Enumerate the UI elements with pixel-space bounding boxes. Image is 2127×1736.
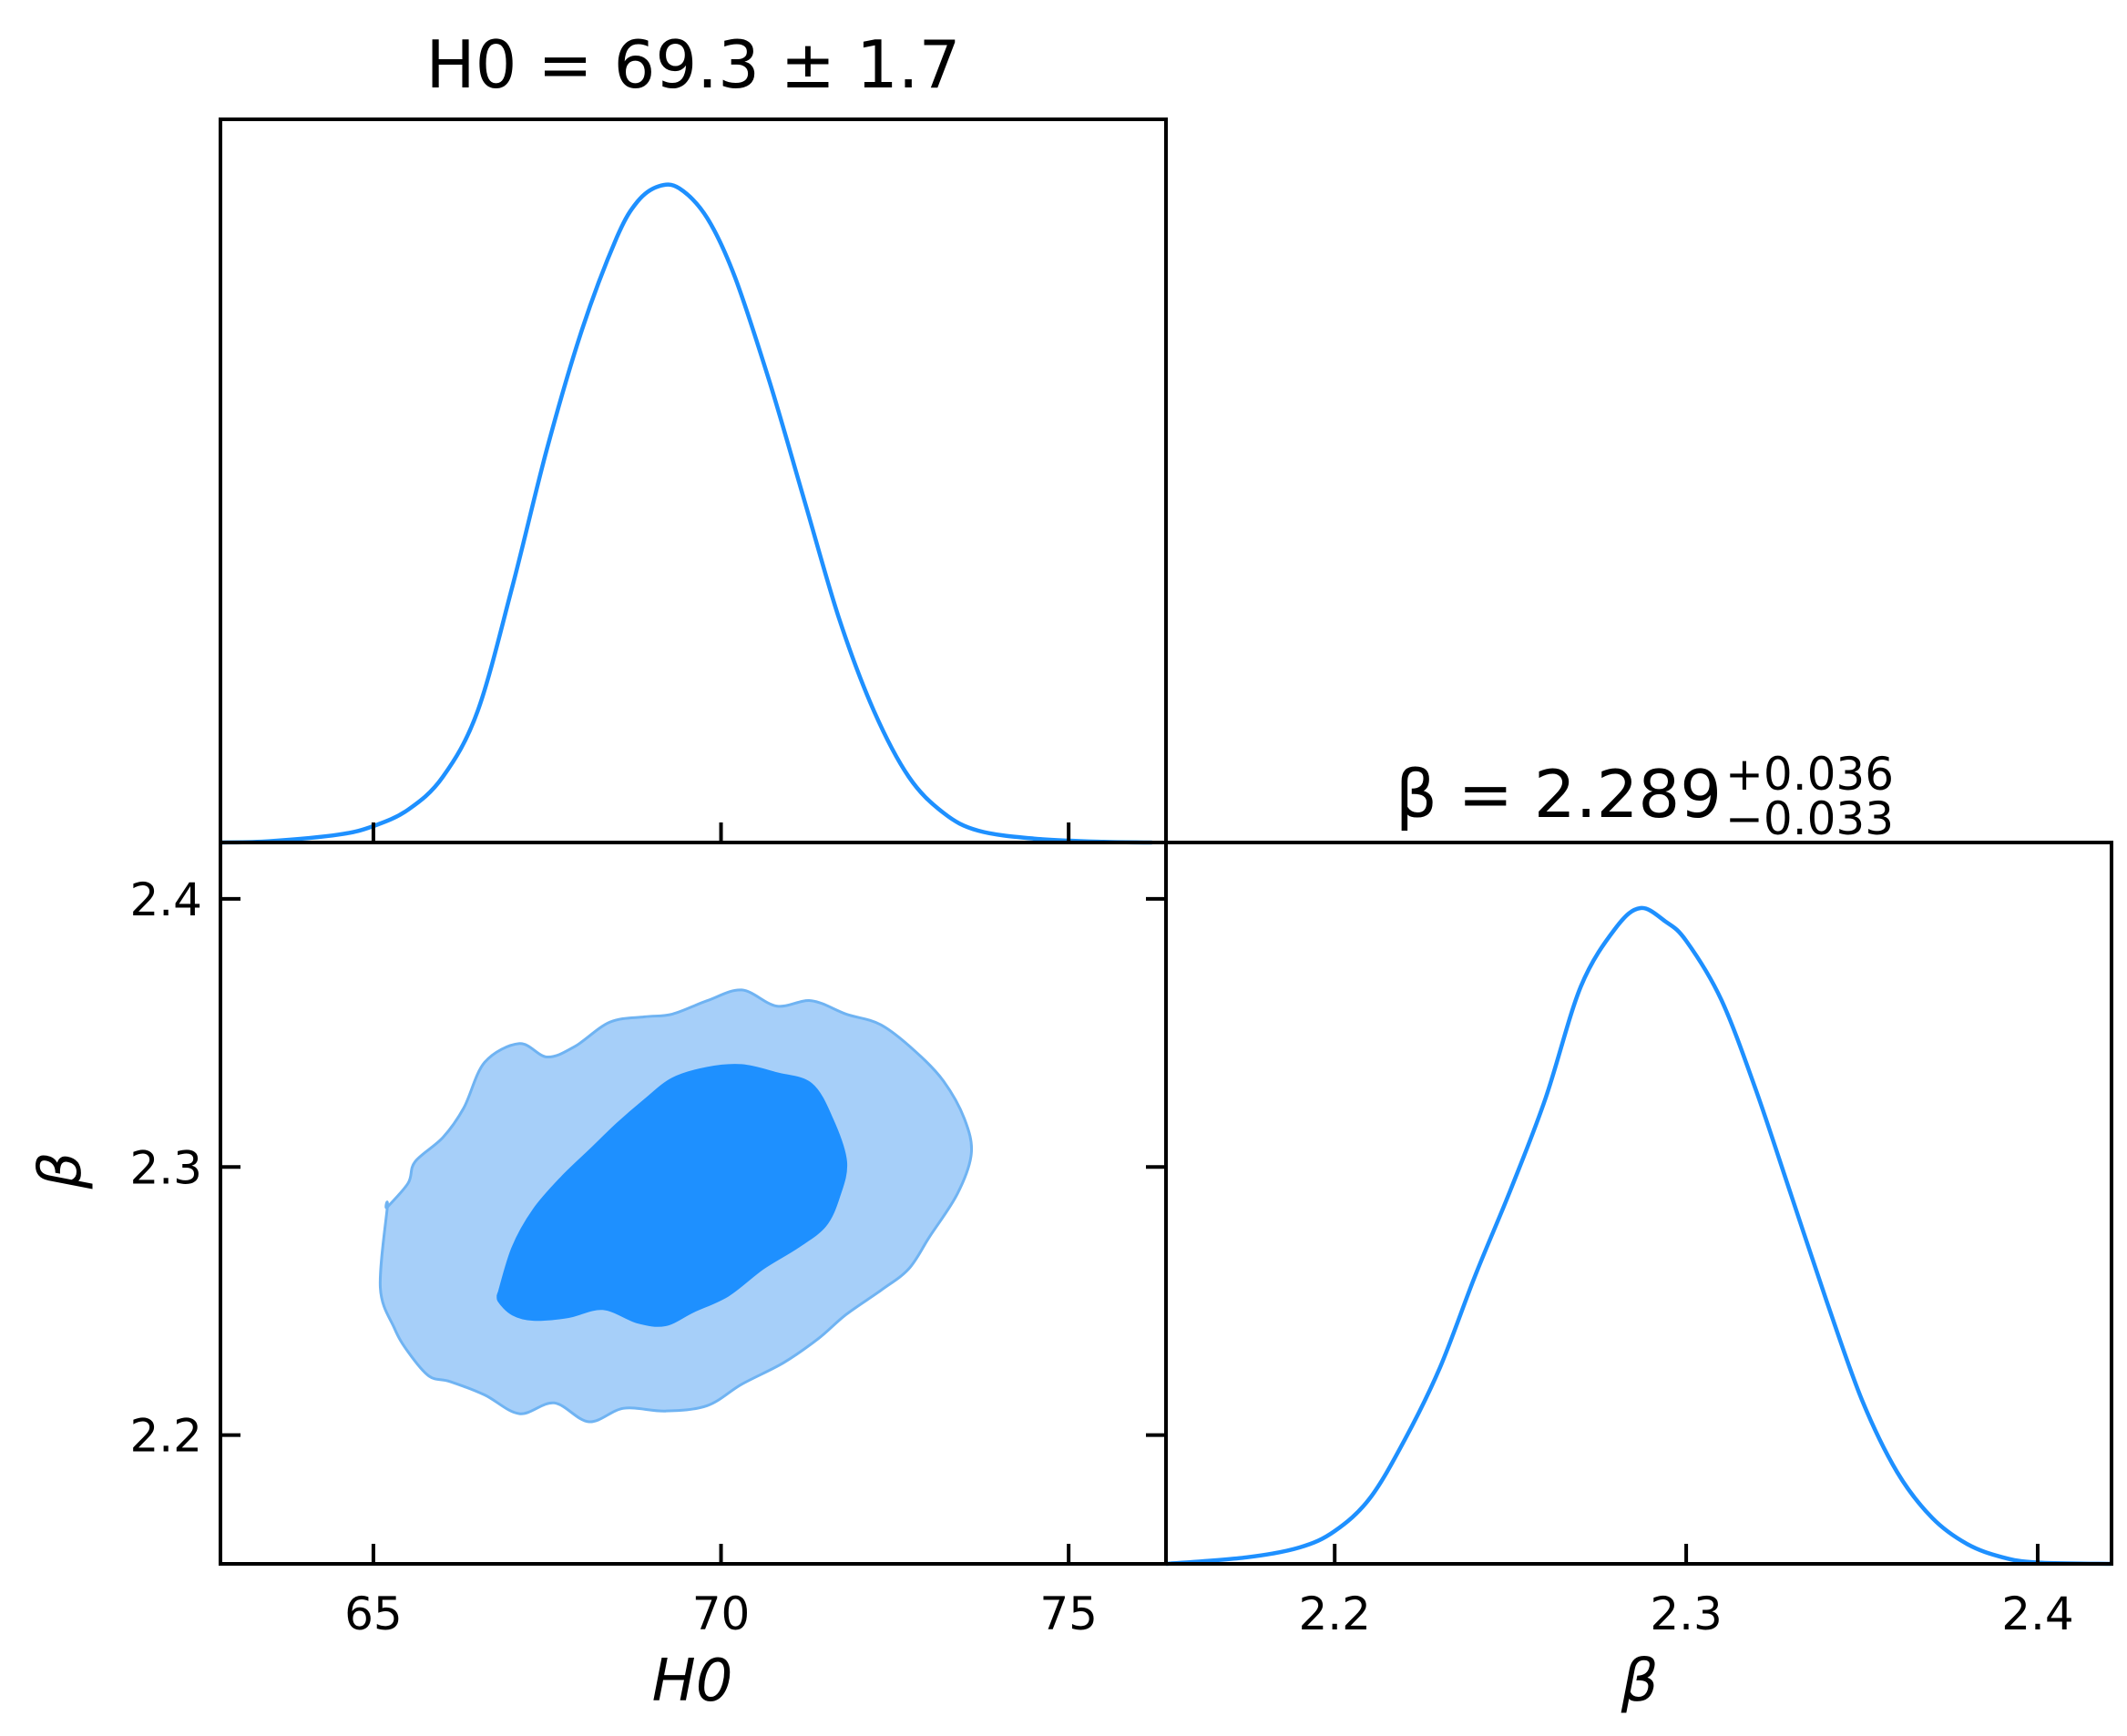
- h0-tick-label-2: 75: [1039, 1588, 1098, 1640]
- h0-marginal-frame: [219, 117, 1168, 844]
- beta-ytick-label-1: 2.3: [129, 1141, 202, 1194]
- contour-inner: [496, 1064, 848, 1327]
- title-beta: β = 2.289 +0.036 −0.033: [1396, 748, 1894, 845]
- xlabel-beta: β: [1621, 1648, 1659, 1715]
- beta-ytick-label-0: 2.2: [129, 1410, 202, 1463]
- beta-tick-label-2: 2.4: [2001, 1588, 2074, 1640]
- beta-marginal-frame: [1164, 841, 2113, 1566]
- h0-marginal-panel: [219, 117, 1168, 845]
- beta-marginal-panel: 2.2 2.3 2.4: [1164, 841, 2113, 1640]
- title-beta-main: β = 2.289: [1396, 756, 1722, 832]
- h0-tick-label-0: 65: [344, 1588, 403, 1640]
- title-beta-subscript: −0.033: [1725, 792, 1894, 845]
- ylabel-beta: β: [27, 1152, 95, 1190]
- beta-tick-label-0: 2.2: [1298, 1588, 1371, 1640]
- title-beta-superscript: +0.036: [1725, 748, 1894, 801]
- title-h0: H0 = 69.3 ± 1.7: [426, 26, 961, 103]
- beta-ytick-label-2: 2.4: [129, 873, 202, 926]
- xlabel-h0: H0: [652, 1648, 733, 1715]
- h0-tick-label-1: 70: [692, 1588, 751, 1640]
- beta-tick-label-1: 2.3: [1650, 1588, 1723, 1640]
- h0-density-curve: [220, 182, 1152, 845]
- beta-density-curve: [1165, 905, 2112, 1567]
- joint-contour-panel: 65 70 75 2.2 2.3 2.4: [129, 841, 1168, 1640]
